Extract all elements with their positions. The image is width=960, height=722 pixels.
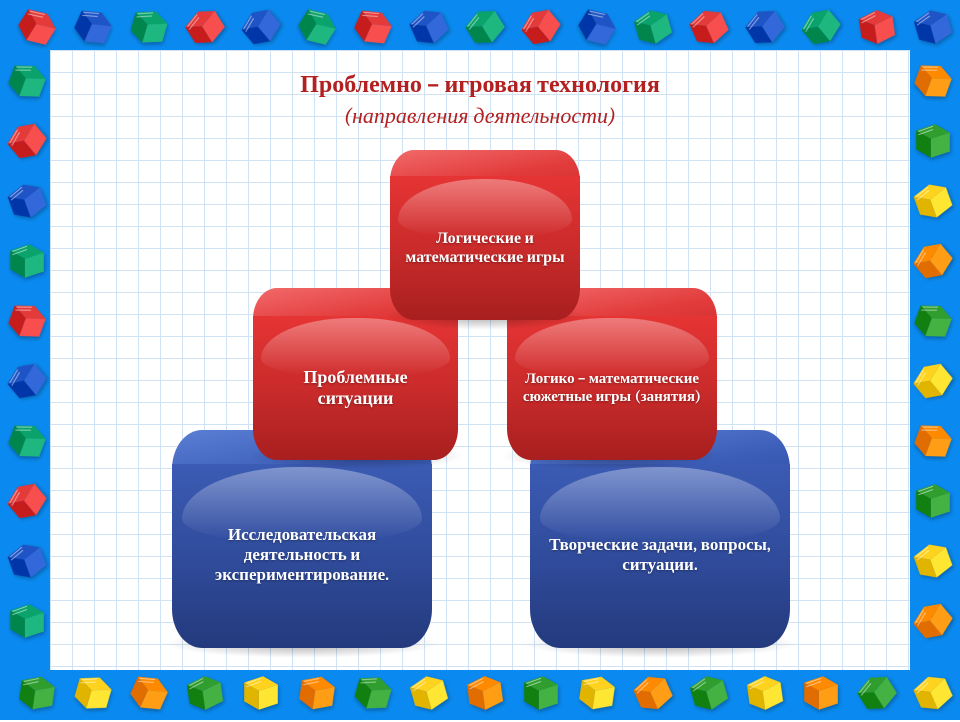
cube-mid-right-label: Логико – математические сюжетные игры (з…: [521, 370, 703, 405]
border-book-icon: [848, 664, 906, 722]
border-book-icon: [0, 351, 57, 410]
border-book-icon: [568, 0, 626, 56]
border-book-icon: [905, 665, 960, 720]
border-book-icon: [8, 0, 66, 56]
border-book-icon: [906, 534, 960, 588]
border-book-icon: [123, 1, 175, 53]
border-book-icon: [401, 0, 456, 55]
border-book-icon: [683, 667, 735, 719]
border-book-icon: [6, 600, 48, 642]
border-book-icon: [906, 174, 960, 228]
border-book-icon: [0, 471, 57, 530]
border-book-icon: [627, 1, 679, 53]
border-book-icon: [176, 0, 234, 56]
slide-frame: Проблемно – игровая технология (направле…: [0, 0, 960, 720]
border-book-icon: [240, 672, 282, 714]
border-book-icon: [347, 667, 399, 719]
border-book-icon: [6, 240, 48, 282]
border-book-icon: [231, 0, 290, 57]
border-book-icon: [573, 669, 620, 716]
title-sub: (направления деятельности): [0, 103, 960, 129]
border-book-icon: [456, 0, 514, 56]
border-book-icon: [912, 480, 954, 522]
title-main: Проблемно – игровая технология: [0, 70, 960, 99]
border-book-icon: [288, 0, 346, 56]
border-book-icon: [0, 534, 54, 588]
cube-top: Логические и математические игры: [390, 150, 580, 320]
border-book-icon: [853, 3, 900, 50]
cube-top-label: Логические и математические игры: [404, 229, 566, 267]
border-book-icon: [800, 672, 842, 714]
border-book-icon: [461, 669, 508, 716]
border-book-icon: [625, 665, 680, 720]
border-book-icon: [907, 1, 959, 53]
border-book-icon: [403, 667, 455, 719]
border-book-icon: [345, 0, 400, 55]
border-book-icon: [0, 414, 54, 468]
border-book-icon: [791, 0, 850, 57]
title-block: Проблемно – игровая технология (направле…: [0, 70, 960, 129]
border-book-icon: [741, 669, 788, 716]
border-book-icon: [0, 174, 54, 228]
border-book-icon: [0, 294, 54, 348]
border-book-icon: [903, 591, 960, 650]
cube-bottom-right-label: Творческие задачи, вопросы, ситуации.: [544, 536, 776, 576]
border-book-icon: [293, 669, 340, 716]
border-book-icon: [65, 0, 120, 55]
border-book-icon: [121, 665, 176, 720]
cube-bottom-left-label: Исследовательская деятельность и экспери…: [186, 526, 418, 586]
border-book-icon: [736, 0, 794, 56]
border-book-icon: [520, 672, 562, 714]
border-book-icon: [906, 414, 960, 468]
border-book-icon: [181, 669, 228, 716]
border-book-icon: [681, 0, 736, 55]
border-book-icon: [13, 669, 60, 716]
border-book-icon: [903, 231, 960, 290]
border-book-icon: [906, 294, 960, 348]
border-book-icon: [511, 0, 570, 57]
cube-mid-left-label: Проблемные ситуации: [267, 367, 444, 409]
border-book-icon: [903, 351, 960, 410]
border-book-icon: [67, 667, 119, 719]
